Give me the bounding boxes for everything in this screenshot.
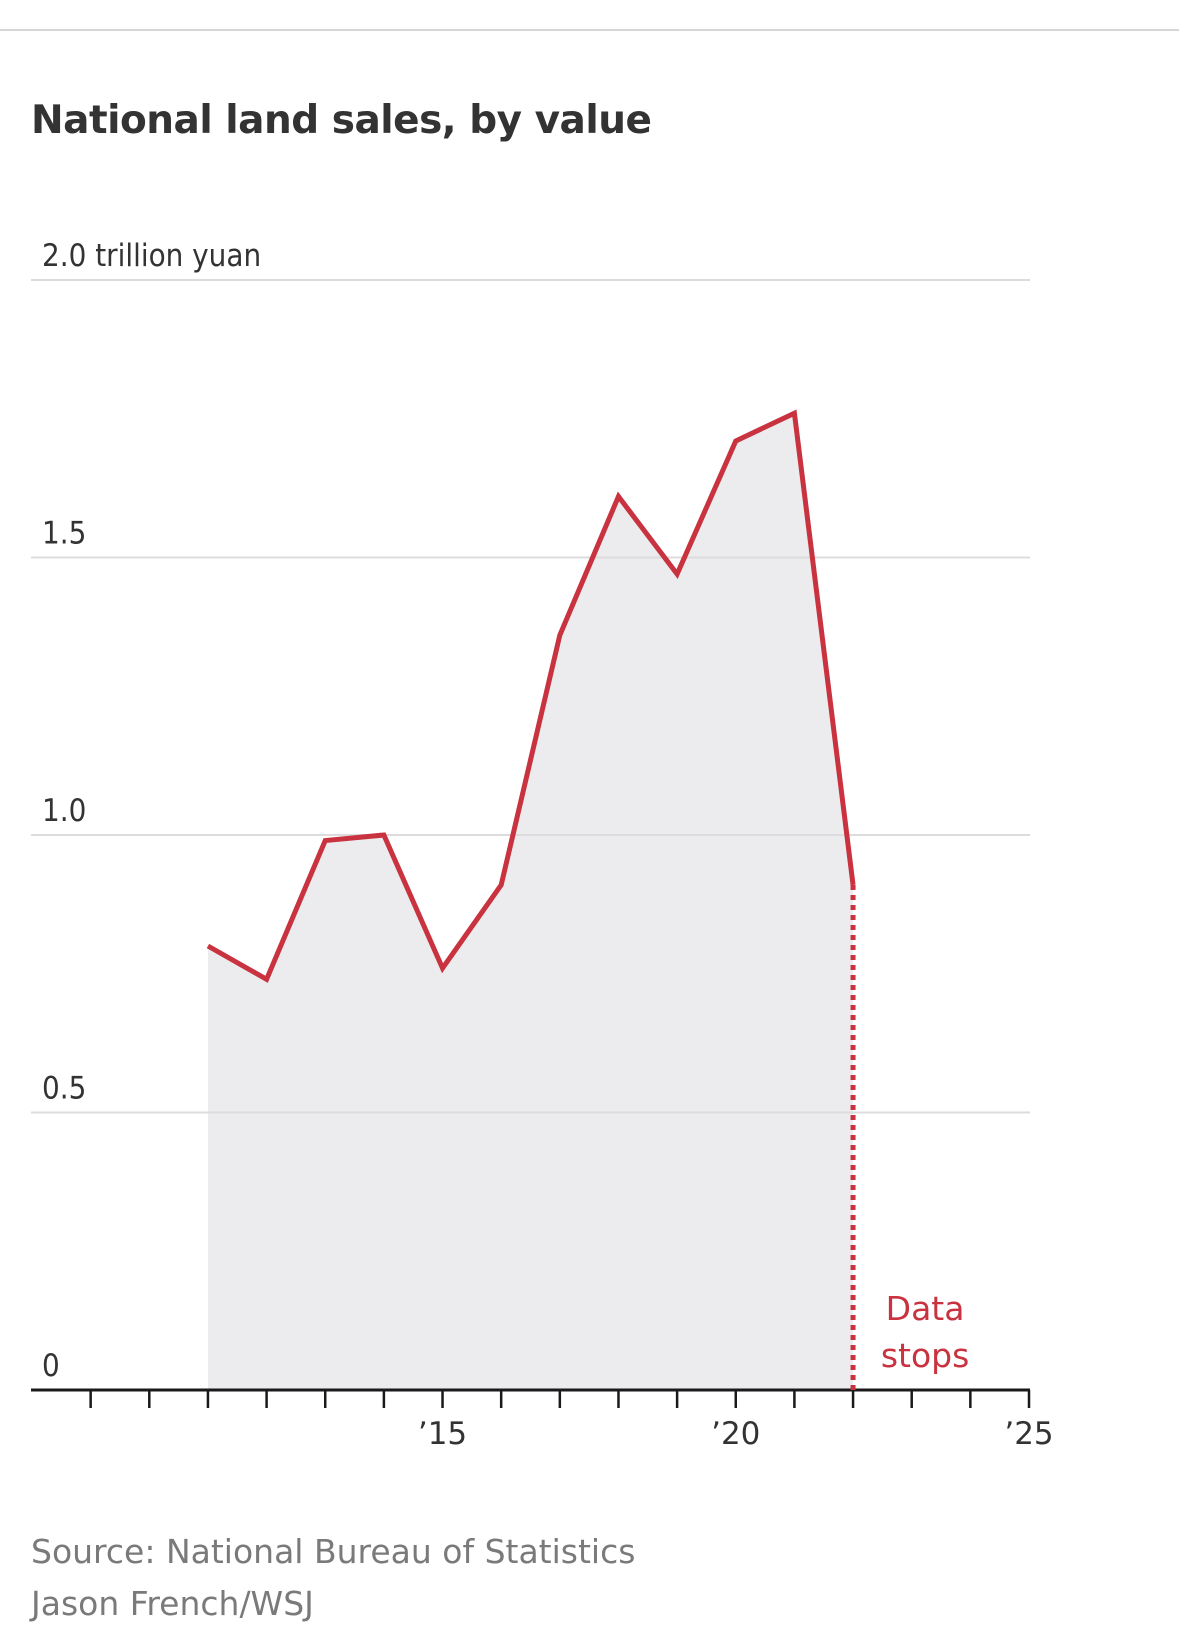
data-stops-label: stops bbox=[881, 1336, 969, 1375]
y-tick-label: 0.5 bbox=[42, 1071, 86, 1107]
y-tick-label: 1.5 bbox=[42, 516, 86, 552]
chart-title: National land sales, by value bbox=[31, 98, 652, 143]
credit-note: Jason French/WSJ bbox=[31, 1584, 314, 1623]
y-tick-label: 2.0 trillion yuan bbox=[42, 238, 261, 274]
series-line bbox=[206, 409, 856, 983]
chart-footer: Source: National Bureau of Statistics Ja… bbox=[31, 1526, 635, 1630]
y-tick-label: 1.0 bbox=[42, 793, 86, 829]
area-fill bbox=[207, 413, 854, 1390]
x-tick-label: ’25 bbox=[1004, 1416, 1053, 1452]
x-tick-label: ’15 bbox=[418, 1416, 467, 1452]
data-stops-label: Data bbox=[886, 1289, 965, 1328]
source-note: Source: National Bureau of Statistics bbox=[31, 1532, 636, 1571]
top-divider bbox=[0, 29, 1179, 31]
y-tick-label: 0 bbox=[42, 1348, 60, 1384]
x-tick-label: ’20 bbox=[711, 1416, 760, 1452]
